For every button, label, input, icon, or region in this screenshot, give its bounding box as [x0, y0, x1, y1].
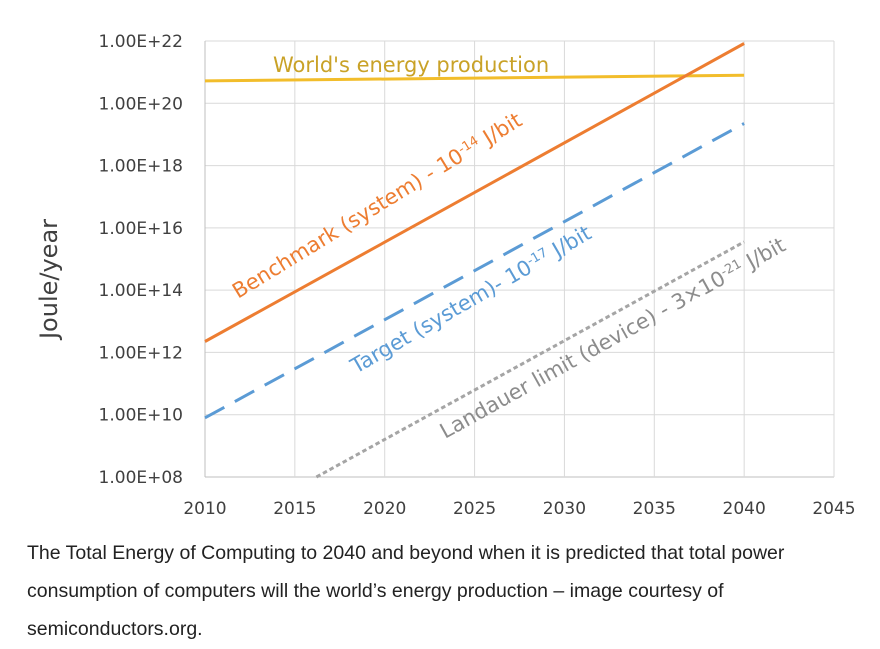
- energy-chart: 1.00E+08 1.00E+10 1.00E+12 1.00E+14 1.00E+16…: [35, 32, 856, 519]
- series-label-world: World's energy production: [273, 53, 549, 77]
- figure-caption: The Total Energy of Computing to 2040 an…: [27, 542, 785, 640]
- series-line-world: [204, 73, 745, 83]
- series-labels: World's energy production Benchmark (syst…: [228, 53, 789, 443]
- series-line-target: [204, 122, 745, 420]
- x-tick-label: 2035: [633, 499, 676, 519]
- grid: [204, 40, 835, 478]
- series-label-benchmark: Benchmark (system) - 10-14 J/bit: [228, 108, 526, 303]
- x-tick-label: 2030: [543, 499, 586, 519]
- y-tick-label: 1.00E+18: [99, 157, 183, 177]
- y-tick-label: 1.00E+16: [99, 219, 183, 239]
- series-line-landauer: [315, 240, 745, 479]
- x-tick-label: 2015: [273, 499, 316, 519]
- x-tick-label: 2045: [812, 499, 855, 519]
- x-tick-label: 2010: [183, 499, 226, 519]
- x-tick-label: 2020: [363, 499, 406, 519]
- x-tick-labels: 2010 2015 2020 2025 2030 2035 2040 2045: [183, 499, 855, 519]
- x-tick-label: 2025: [453, 499, 496, 519]
- y-axis-label: Joule/year: [35, 219, 63, 341]
- y-tick-label: 1.00E+20: [99, 94, 183, 114]
- series-lines: [204, 42, 745, 479]
- y-tick-label: 1.00E+08: [99, 468, 183, 488]
- x-tick-label: 2040: [723, 499, 766, 519]
- y-tick-label: 1.00E+12: [99, 343, 183, 363]
- y-tick-label: 1.00E+10: [99, 406, 183, 426]
- y-tick-label: 1.00E+22: [99, 32, 183, 52]
- series-line-benchmark: [204, 42, 745, 343]
- y-tick-label: 1.00E+14: [99, 281, 183, 301]
- y-tick-labels: 1.00E+08 1.00E+10 1.00E+12 1.00E+14 1.00E+16…: [99, 32, 183, 488]
